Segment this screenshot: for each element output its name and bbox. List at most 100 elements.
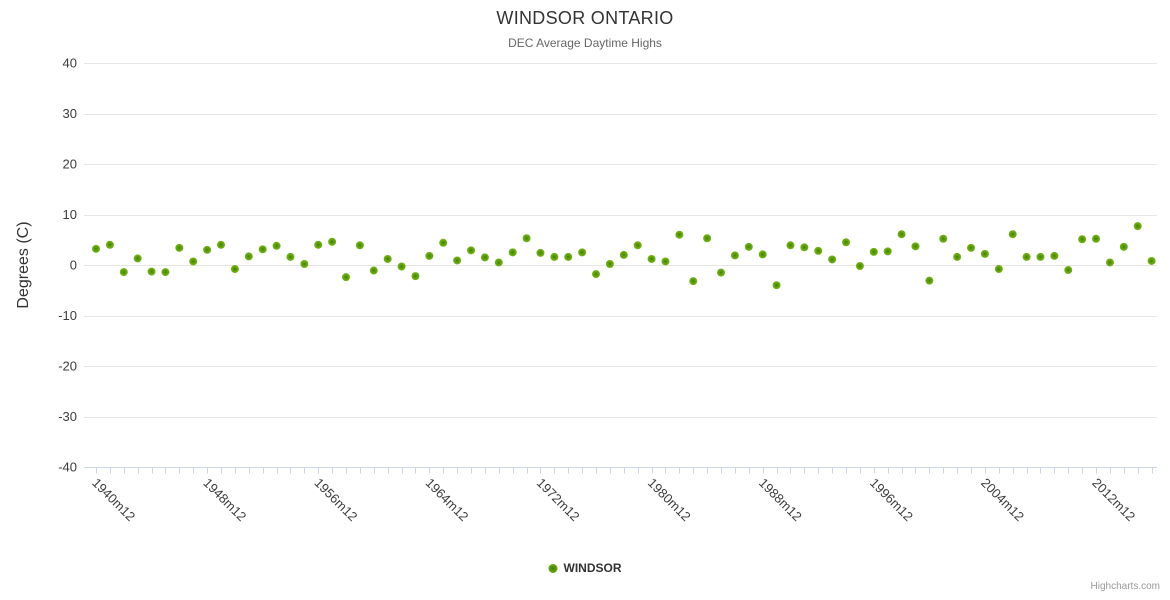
data-point[interactable] [230,265,239,274]
data-point[interactable] [522,234,531,243]
data-point[interactable] [814,246,823,255]
data-point[interactable] [383,254,392,263]
data-point[interactable] [355,241,364,250]
data-point[interactable] [328,237,337,246]
data-point[interactable] [425,251,434,260]
x-axis-label: 1956m12 [311,475,360,524]
data-point[interactable] [744,242,753,251]
data-point[interactable] [494,258,503,267]
highcharts-credits-link[interactable]: Highcharts.com [1090,581,1160,592]
data-point[interactable] [453,256,462,265]
data-point[interactable] [1133,222,1142,231]
data-point[interactable] [661,257,670,266]
y-axis-label: 40 [63,56,77,71]
data-point[interactable] [314,240,323,249]
data-point[interactable] [217,240,226,249]
data-point[interactable] [92,244,100,253]
data-point[interactable] [286,252,295,261]
data-point[interactable] [1036,252,1045,261]
data-point[interactable] [758,250,767,259]
data-point[interactable] [1078,235,1087,244]
data-point[interactable] [189,257,198,266]
data-point[interactable] [411,272,420,281]
data-point[interactable] [439,238,448,247]
x-axis-label: 1996m12 [867,475,916,524]
x-axis-label: 1948m12 [200,475,249,524]
y-axis-label: 20 [63,157,77,172]
data-point[interactable] [119,268,128,277]
data-point[interactable] [786,241,795,250]
data-point[interactable] [675,230,684,239]
data-point[interactable] [175,243,184,252]
data-point[interactable] [1064,266,1073,275]
data-point[interactable] [730,251,739,260]
data-point[interactable] [897,230,906,239]
data-point[interactable] [1022,252,1031,261]
data-point[interactable] [619,250,628,259]
data-point[interactable] [647,254,656,263]
x-axis-label: 2004m12 [978,475,1027,524]
data-point[interactable] [1050,251,1059,260]
data-point[interactable] [633,241,642,250]
data-point[interactable] [883,247,892,256]
data-point[interactable] [689,277,698,286]
data-point[interactable] [578,248,587,257]
data-point[interactable] [911,242,920,251]
data-point[interactable] [605,259,614,268]
data-point[interactable] [1105,258,1114,267]
x-axis-label: 1940m12 [89,475,138,524]
data-point[interactable] [203,245,212,254]
data-point[interactable] [550,252,559,261]
x-axis-label: 2012m12 [1089,475,1138,524]
legend-label: WINDSOR [563,561,622,575]
data-point[interactable] [105,240,114,249]
data-point[interactable] [161,268,170,277]
data-point[interactable] [939,234,948,243]
data-point[interactable] [147,267,156,276]
data-point[interactable] [272,241,281,250]
data-point[interactable] [980,249,989,258]
data-point[interactable] [536,248,545,257]
data-point[interactable] [133,254,142,263]
data-point[interactable] [397,262,406,271]
data-point[interactable] [592,270,601,279]
data-point[interactable] [480,253,489,262]
data-point[interactable] [369,266,378,275]
data-point[interactable] [1008,230,1017,239]
data-point[interactable] [1147,256,1156,265]
data-point[interactable] [828,255,837,264]
data-point[interactable] [467,246,476,255]
y-axis-label: 10 [63,207,77,222]
y-axis-label: -40 [58,460,77,475]
chart-subtitle: DEC Average Daytime Highs [508,36,662,50]
y-axis-label: 30 [63,106,77,121]
data-point[interactable] [703,234,712,243]
data-point[interactable] [967,243,976,252]
y-axis-label: -10 [58,308,77,323]
data-point[interactable] [994,265,1003,274]
data-point[interactable] [300,259,309,268]
data-point[interactable] [244,252,253,261]
legend-item-windsor[interactable]: WINDSOR [548,561,622,575]
data-point[interactable] [772,281,781,290]
x-axis-label: 1964m12 [423,475,472,524]
data-point[interactable] [953,252,962,261]
series-marker-icon [548,563,558,573]
data-point[interactable] [1119,242,1128,251]
data-point[interactable] [800,243,809,252]
data-point[interactable] [564,252,573,261]
data-point[interactable] [1092,234,1101,243]
data-point[interactable] [342,273,351,282]
y-axis-label: 0 [70,258,77,273]
data-point[interactable] [508,248,517,257]
data-point[interactable] [869,247,878,256]
x-axis-label: 1980m12 [645,475,694,524]
data-point[interactable] [717,268,726,277]
data-point[interactable] [842,238,851,247]
data-point[interactable] [925,276,934,285]
data-point[interactable] [855,262,864,271]
x-axis-label: 1988m12 [756,475,805,524]
data-point[interactable] [258,245,267,254]
